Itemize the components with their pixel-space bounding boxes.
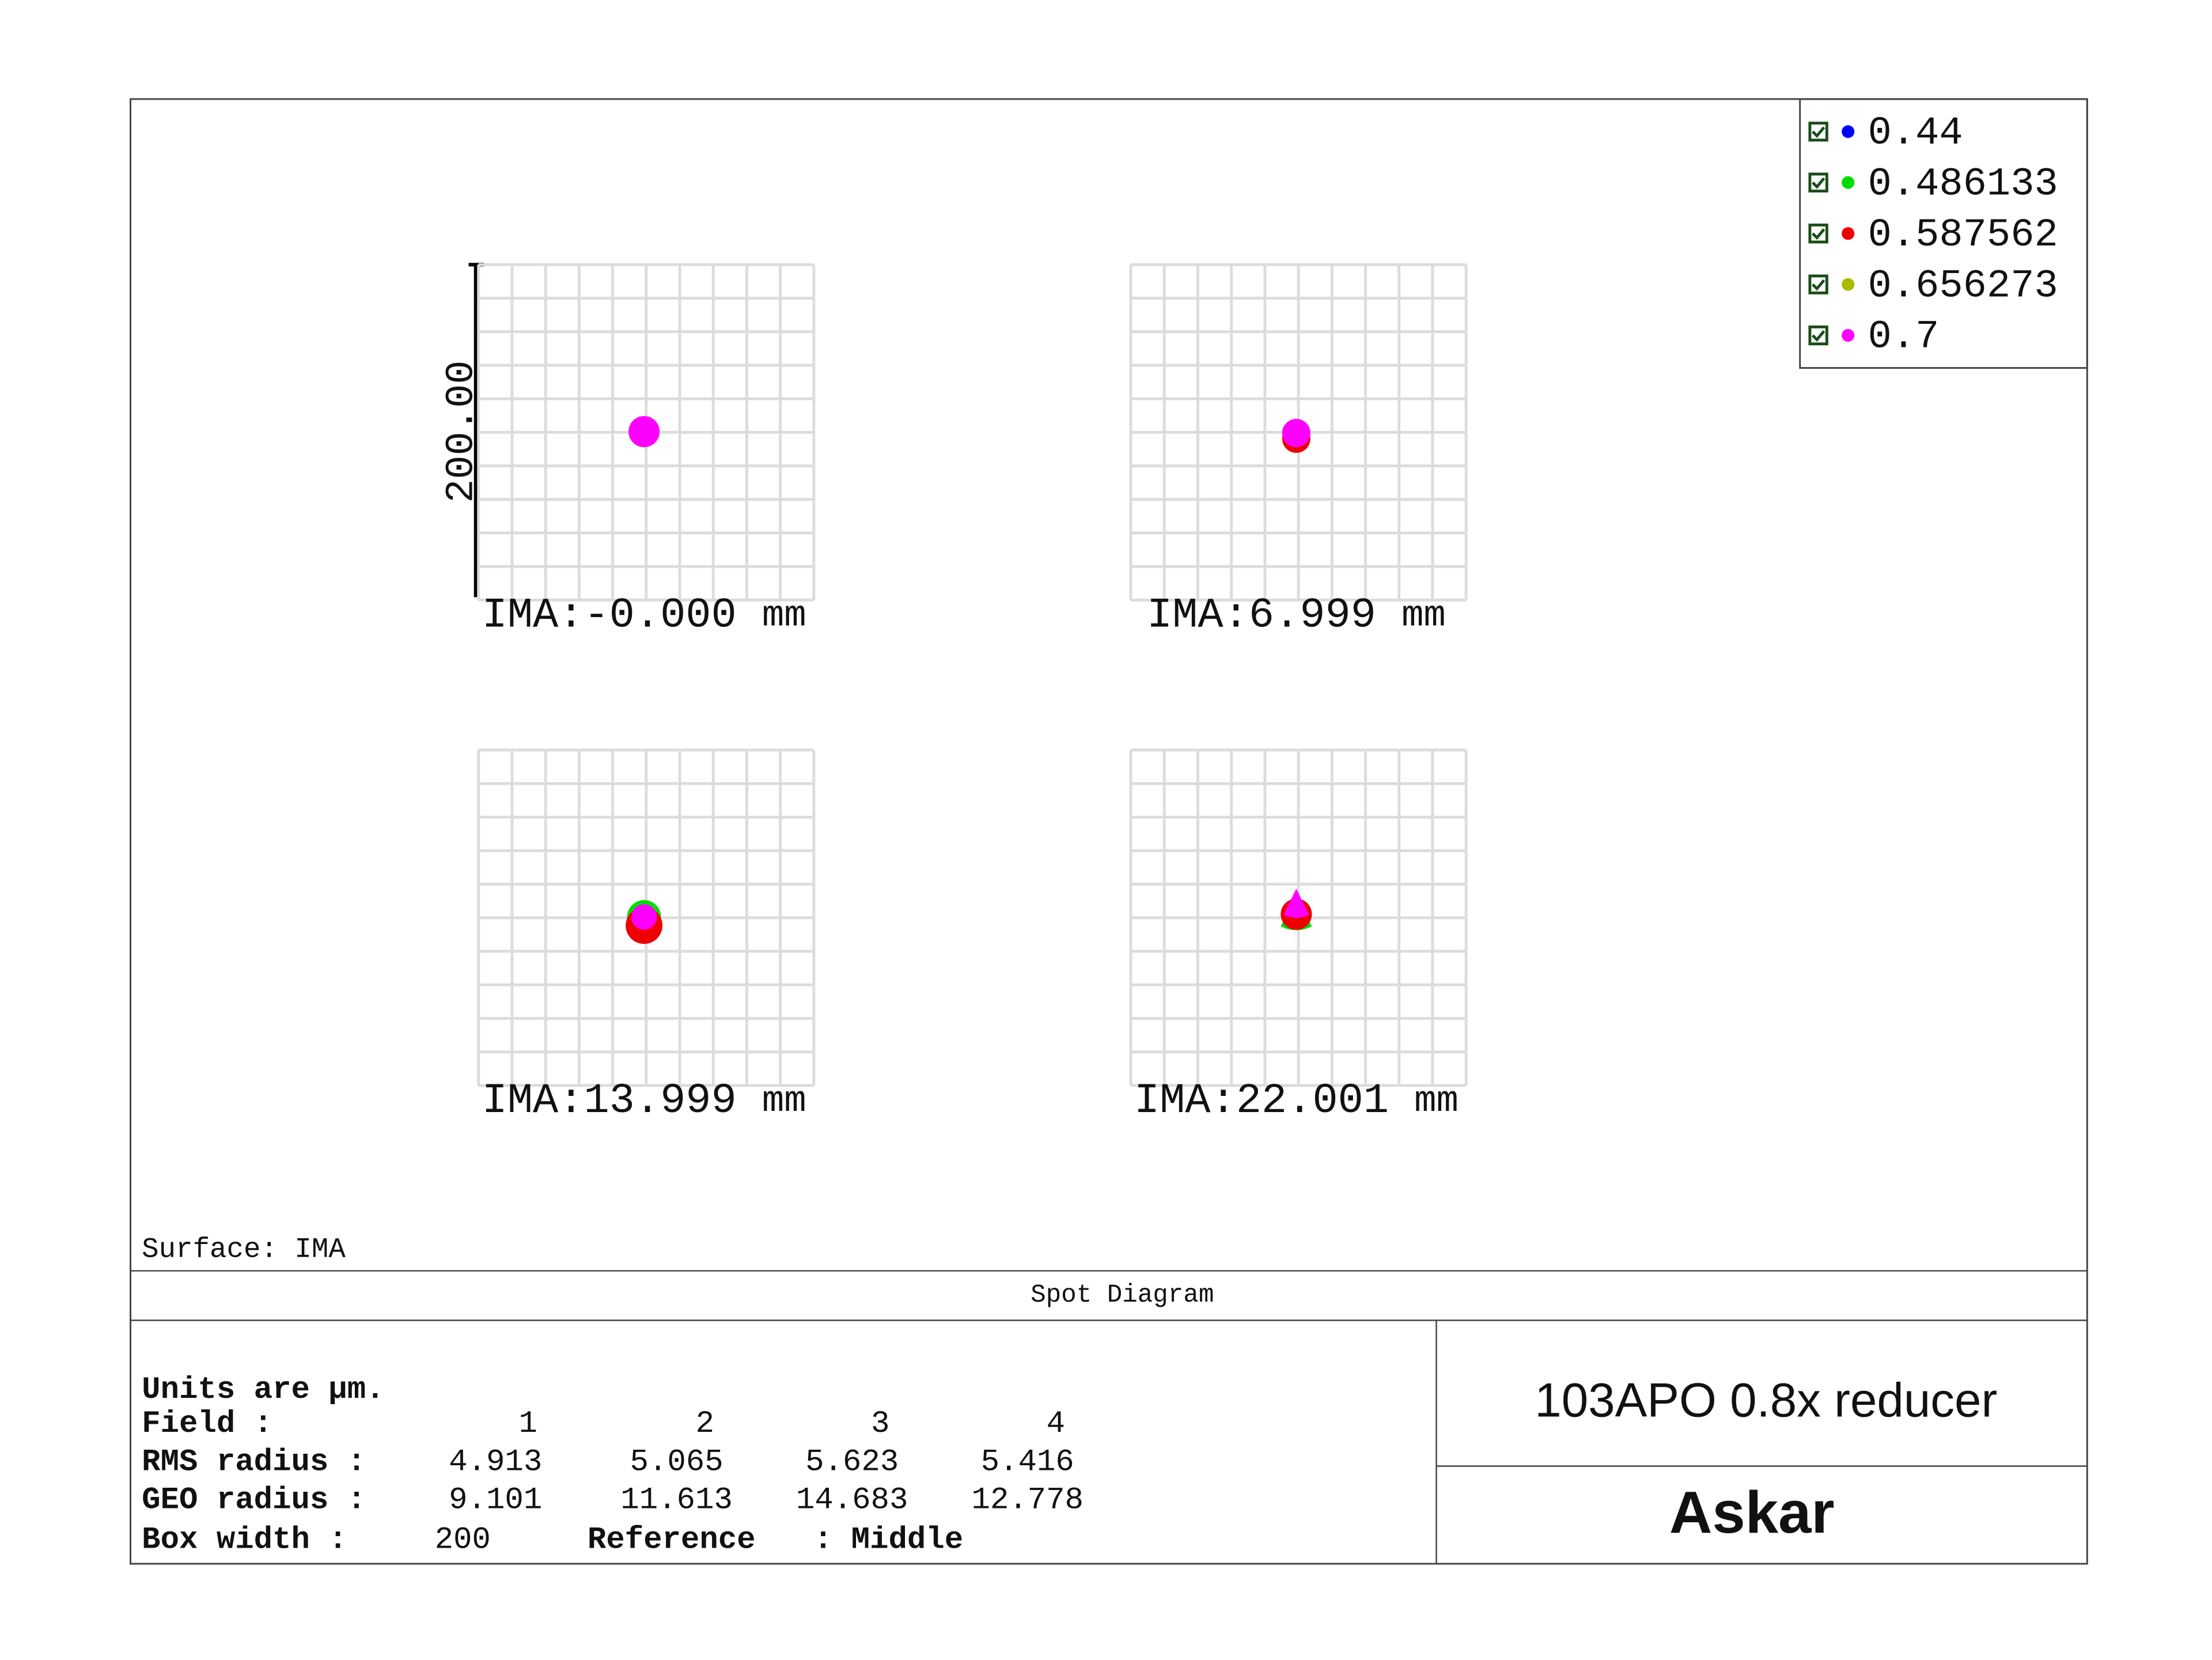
- legend-check: [1812, 177, 1825, 189]
- legend-checkbox: [1808, 274, 1828, 294]
- legend-label: 0.656273: [1868, 263, 2058, 308]
- legend-label: 0.587562: [1868, 213, 2058, 258]
- brand: Askar: [1669, 1479, 1835, 1545]
- legend-dot: [1842, 125, 1855, 138]
- spot: [628, 416, 660, 448]
- grid: [477, 748, 816, 1087]
- description: 103APO 0.8x reducer: [1535, 1373, 1997, 1427]
- table-cell: 5.416: [981, 1445, 1074, 1480]
- surface-label: Surface: IMA: [142, 1234, 346, 1266]
- grid: [477, 263, 816, 602]
- legend-label: 0.44: [1868, 111, 1963, 156]
- table-cell: : Middle: [814, 1522, 963, 1557]
- grid: [1129, 263, 1468, 602]
- legend-dot: [1842, 278, 1855, 291]
- legend-check: [1812, 330, 1825, 342]
- field-value: 22.001: [1236, 1077, 1389, 1125]
- table-label: GEO radius :: [142, 1483, 366, 1518]
- legend-dot: [1842, 227, 1855, 240]
- legend-box: [1799, 98, 2088, 369]
- table-cell: 200: [435, 1522, 491, 1557]
- legend-check: [1812, 279, 1825, 291]
- legend-check: [1812, 228, 1825, 240]
- legend-checkbox: [1808, 224, 1828, 244]
- field-unit: mm: [1402, 595, 1446, 637]
- legend-checkbox: [1808, 122, 1828, 142]
- field-label: IMA:13.999 mm: [482, 1077, 806, 1125]
- units-note: Units are µm.: [142, 1372, 384, 1408]
- spot: [1282, 419, 1310, 448]
- field-value: 13.999: [584, 1077, 736, 1125]
- field-unit: mm: [762, 595, 806, 637]
- table-label: Field :: [142, 1406, 272, 1442]
- field-label: IMA:22.001 mm: [1134, 1077, 1459, 1125]
- field-prefix: IMA:: [482, 1077, 584, 1125]
- legend-check: [1812, 126, 1825, 138]
- field-label: IMA:-0.000 mm: [482, 592, 806, 640]
- table-cell: 3: [871, 1406, 889, 1442]
- legend-checkbox: [1808, 325, 1828, 346]
- field-label: IMA:6.999 mm: [1147, 592, 1446, 640]
- table-cell: 1: [518, 1406, 537, 1442]
- spot: [1283, 888, 1309, 918]
- table-cell: 14.683: [796, 1483, 908, 1518]
- table-cell: 4: [1047, 1406, 1065, 1442]
- table-cell: Reference: [588, 1522, 756, 1557]
- field-prefix: IMA:: [1147, 592, 1249, 640]
- scale-label: 200.00: [439, 360, 484, 503]
- table-cell: 9.101: [449, 1483, 542, 1518]
- field-prefix: IMA:: [1134, 1077, 1236, 1125]
- table-cell: 12.778: [971, 1483, 1084, 1518]
- outer-frame: [130, 98, 2088, 1565]
- field-prefix: IMA:: [482, 592, 584, 640]
- field-value: -0.000: [584, 592, 736, 640]
- table-label: Box width :: [142, 1522, 347, 1557]
- legend-checkbox: [1808, 172, 1828, 193]
- table-label: RMS radius :: [142, 1445, 366, 1480]
- spot: [631, 904, 657, 930]
- table-cell: 4.913: [449, 1445, 542, 1480]
- field-unit: mm: [1414, 1081, 1459, 1122]
- table-cell: 2: [695, 1406, 714, 1442]
- field-value: 6.999: [1249, 592, 1376, 640]
- legend-label: 0.486133: [1868, 161, 2058, 206]
- legend-dot: [1842, 329, 1855, 342]
- legend-dot: [1842, 176, 1855, 189]
- legend-label: 0.7: [1868, 315, 1940, 360]
- table-cell: 11.613: [620, 1483, 733, 1518]
- table-cell: 5.065: [630, 1445, 724, 1480]
- table-cell: 5.623: [805, 1445, 899, 1480]
- title: Spot Diagram: [1031, 1281, 1214, 1310]
- field-unit: mm: [762, 1081, 806, 1122]
